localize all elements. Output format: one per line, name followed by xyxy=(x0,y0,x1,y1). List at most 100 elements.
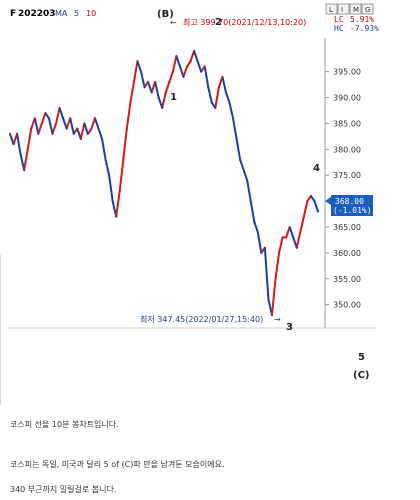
price-segment xyxy=(239,158,245,172)
price-point xyxy=(182,75,185,78)
price-segment xyxy=(302,200,309,218)
toolbar-button-i[interactable] xyxy=(337,3,350,15)
price-point xyxy=(207,86,210,89)
price-point xyxy=(175,55,178,58)
price-point xyxy=(299,231,302,234)
price-segment xyxy=(189,49,196,63)
price-segment xyxy=(101,137,107,161)
price-point xyxy=(232,117,235,120)
price-point xyxy=(33,117,36,120)
toolbar-button-label: G xyxy=(365,6,370,14)
price-segment xyxy=(207,86,213,104)
price-point xyxy=(51,132,54,135)
price-point xyxy=(200,70,203,73)
toolbar-button-l[interactable] xyxy=(325,3,338,15)
price-segment xyxy=(118,158,125,192)
price-segment xyxy=(47,117,54,135)
toolbar-button-g[interactable] xyxy=(361,3,374,15)
wave-label-3: 3 xyxy=(286,322,293,333)
price-segment xyxy=(249,200,256,223)
price-point xyxy=(72,132,75,135)
price-segment xyxy=(313,200,319,213)
symbol-code: 202203 xyxy=(18,9,56,19)
price-point xyxy=(157,96,160,99)
price-point xyxy=(23,169,26,172)
price-segment xyxy=(232,117,238,140)
price-segment xyxy=(69,117,75,135)
price-segment xyxy=(285,226,291,239)
price-segment xyxy=(125,101,132,130)
price-segment xyxy=(108,174,114,203)
price-point xyxy=(309,194,312,197)
price-point xyxy=(122,158,125,161)
price-segment xyxy=(246,179,252,203)
price-point xyxy=(101,137,104,140)
price-segment xyxy=(178,65,185,78)
price-segment xyxy=(139,70,146,89)
price-point xyxy=(97,127,100,130)
y-tick-label: 350.00 xyxy=(333,301,361,310)
price-point xyxy=(19,153,22,156)
ma-label: MA xyxy=(55,9,68,18)
price-segment xyxy=(115,189,121,218)
price-point xyxy=(93,117,96,120)
price-point xyxy=(125,127,128,130)
toolbar-button-label: I xyxy=(341,6,343,14)
y-tick-label: 395.00 xyxy=(333,68,361,77)
price-point xyxy=(228,101,231,104)
price-point xyxy=(171,70,174,73)
price-segment xyxy=(242,169,249,182)
price-point xyxy=(118,189,121,192)
price-segment xyxy=(129,81,135,104)
y-tick-label: 365.00 xyxy=(333,223,361,232)
price-segment xyxy=(26,127,33,151)
price-point xyxy=(267,298,270,301)
price-box-change: (-1.01%) xyxy=(333,206,372,215)
price-point xyxy=(30,127,33,130)
price-point xyxy=(90,127,93,130)
lc-label: LC xyxy=(334,15,344,24)
ma-period-2: 10 xyxy=(86,9,96,18)
price-segment xyxy=(79,122,86,140)
ma-period-1: 5 xyxy=(74,9,79,18)
price-point xyxy=(235,137,238,140)
price-segment xyxy=(256,231,263,254)
price-segment xyxy=(132,60,139,84)
price-segment xyxy=(235,137,242,161)
price-segment xyxy=(104,158,111,177)
price-segment xyxy=(288,226,295,239)
price-point xyxy=(79,137,82,140)
price-point xyxy=(242,169,245,172)
y-tick-label: 385.00 xyxy=(333,119,361,128)
price-segment xyxy=(33,117,40,135)
price-point xyxy=(260,251,263,254)
price-point xyxy=(263,246,266,249)
price-point xyxy=(16,132,19,135)
price-segment xyxy=(164,81,171,94)
price-point xyxy=(132,81,135,84)
price-point xyxy=(44,112,47,115)
toolbar-button-m[interactable] xyxy=(349,3,362,15)
current-price-box: 368.00 (-1.01%) xyxy=(325,195,373,216)
price-point xyxy=(55,122,58,125)
price-segment xyxy=(175,55,181,68)
price-point xyxy=(295,246,298,249)
price-point xyxy=(224,91,227,94)
y-tick-label: 360.00 xyxy=(333,249,361,258)
price-point xyxy=(150,91,153,94)
price-segment xyxy=(147,81,153,94)
price-point xyxy=(217,86,220,89)
price-point xyxy=(115,215,118,218)
price-point xyxy=(239,158,242,161)
y-tick-label: 390.00 xyxy=(333,94,361,103)
price-segment xyxy=(274,251,281,280)
price-point xyxy=(37,132,40,135)
price-point xyxy=(288,226,291,229)
price-point xyxy=(76,127,79,130)
price-point xyxy=(186,65,189,68)
price-point xyxy=(69,117,72,120)
price-point xyxy=(111,200,114,203)
low-arrow: → xyxy=(274,315,281,324)
price-segment xyxy=(228,101,235,120)
